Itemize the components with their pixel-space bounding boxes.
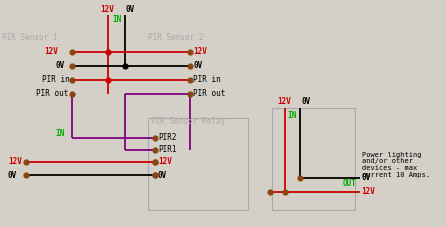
Text: PIR in: PIR in <box>42 76 70 84</box>
Point <box>104 50 112 54</box>
Text: OUT: OUT <box>343 178 357 188</box>
Text: Power lighting
and/or other
devices - max
current 10 Amps.: Power lighting and/or other devices - ma… <box>362 151 430 178</box>
Text: PIR in: PIR in <box>193 76 221 84</box>
Text: 0V: 0V <box>55 62 64 71</box>
Text: 0V: 0V <box>193 62 202 71</box>
Text: 0V: 0V <box>126 5 135 15</box>
Text: 12V: 12V <box>44 47 58 57</box>
Text: 12V: 12V <box>158 158 172 166</box>
Bar <box>272 108 355 210</box>
Text: 12V: 12V <box>277 98 291 106</box>
Text: 12V: 12V <box>100 5 114 15</box>
Point <box>152 148 159 152</box>
Text: IN: IN <box>287 111 296 121</box>
Text: PIR2: PIR2 <box>158 133 177 143</box>
Text: IN: IN <box>112 15 121 25</box>
Point <box>186 92 194 96</box>
Text: 0V: 0V <box>361 173 370 183</box>
Point <box>104 78 112 82</box>
Text: 0V: 0V <box>301 98 310 106</box>
Text: 12V: 12V <box>193 47 207 57</box>
Text: 12V: 12V <box>361 188 375 197</box>
Point <box>152 160 159 164</box>
Point <box>68 50 75 54</box>
Text: PIR1: PIR1 <box>158 146 177 155</box>
Point <box>152 160 159 164</box>
Point <box>186 78 194 82</box>
Point <box>152 136 159 140</box>
Point <box>297 176 304 180</box>
Point <box>152 173 159 177</box>
Text: 0V: 0V <box>158 170 167 180</box>
Point <box>22 173 29 177</box>
Point <box>186 50 194 54</box>
Text: PIR Sensor Relay: PIR Sensor Relay <box>151 118 225 126</box>
Point <box>68 64 75 68</box>
Text: PIR out: PIR out <box>193 89 225 99</box>
Text: 12V: 12V <box>8 158 22 166</box>
Point <box>22 160 29 164</box>
Point <box>186 64 194 68</box>
Text: IN: IN <box>55 128 64 138</box>
Point <box>68 78 75 82</box>
Bar <box>148 118 248 210</box>
Point <box>152 173 159 177</box>
Text: 0V: 0V <box>8 170 17 180</box>
Point <box>121 64 128 68</box>
Text: PIR Sensor 2: PIR Sensor 2 <box>148 34 203 42</box>
Text: PIR Sensor 1: PIR Sensor 1 <box>2 34 58 42</box>
Point <box>266 190 273 194</box>
Point <box>281 190 289 194</box>
Point <box>68 92 75 96</box>
Text: PIR out: PIR out <box>36 89 68 99</box>
